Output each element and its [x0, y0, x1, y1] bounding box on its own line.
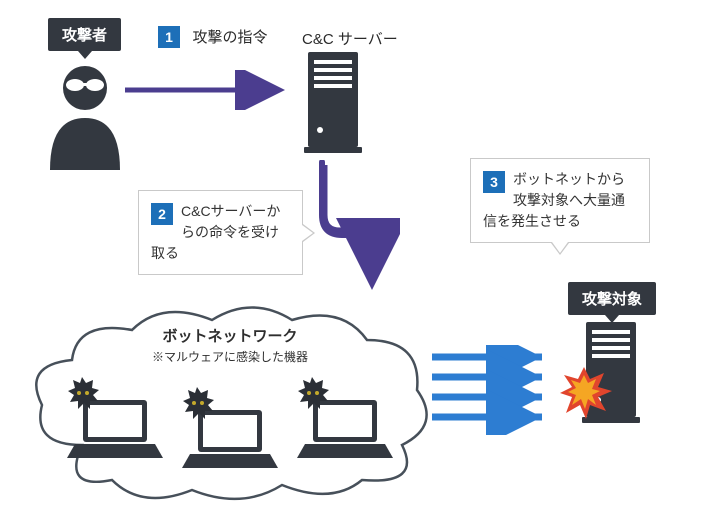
target-badge: 攻撃対象	[568, 282, 656, 315]
botnet-title-block: ボットネットワーク ※マルウェアに感染した機器	[120, 325, 340, 365]
step2-num: 2	[151, 203, 173, 225]
cc-server-icon	[300, 52, 370, 162]
target-server-icon	[558, 322, 668, 442]
step1-text: 攻撃の指令	[192, 29, 267, 46]
botnet-title: ボットネットワーク	[120, 325, 340, 346]
arrow-step1	[120, 70, 300, 110]
step3-num: 3	[483, 171, 505, 193]
arrow-step2-main	[300, 160, 400, 290]
target-label: 攻撃対象	[582, 291, 642, 308]
infected-laptop-3	[290, 375, 400, 470]
step1: 1 攻撃の指令	[158, 26, 267, 48]
diagram-stage: 攻撃者 1 攻撃の指令 C&C サーバー	[0, 0, 702, 515]
attacker-label: 攻撃者	[62, 27, 107, 44]
botnet-subtitle: ※マルウェアに感染した機器	[120, 348, 340, 365]
step1-num: 1	[158, 26, 180, 48]
infected-laptop-2	[175, 385, 285, 480]
attacker-icon	[40, 60, 130, 170]
attacker-badge: 攻撃者	[48, 18, 121, 51]
step3-box: 3 ボットネットから攻撃対象へ大量通信を発生させる	[470, 158, 650, 243]
infected-laptop-1	[60, 375, 170, 470]
step2-box: 2 C&Cサーバーからの命令を受け取る	[138, 190, 303, 275]
cc-server-label: C&C サーバー	[302, 28, 398, 49]
ddos-arrows	[432, 345, 562, 435]
